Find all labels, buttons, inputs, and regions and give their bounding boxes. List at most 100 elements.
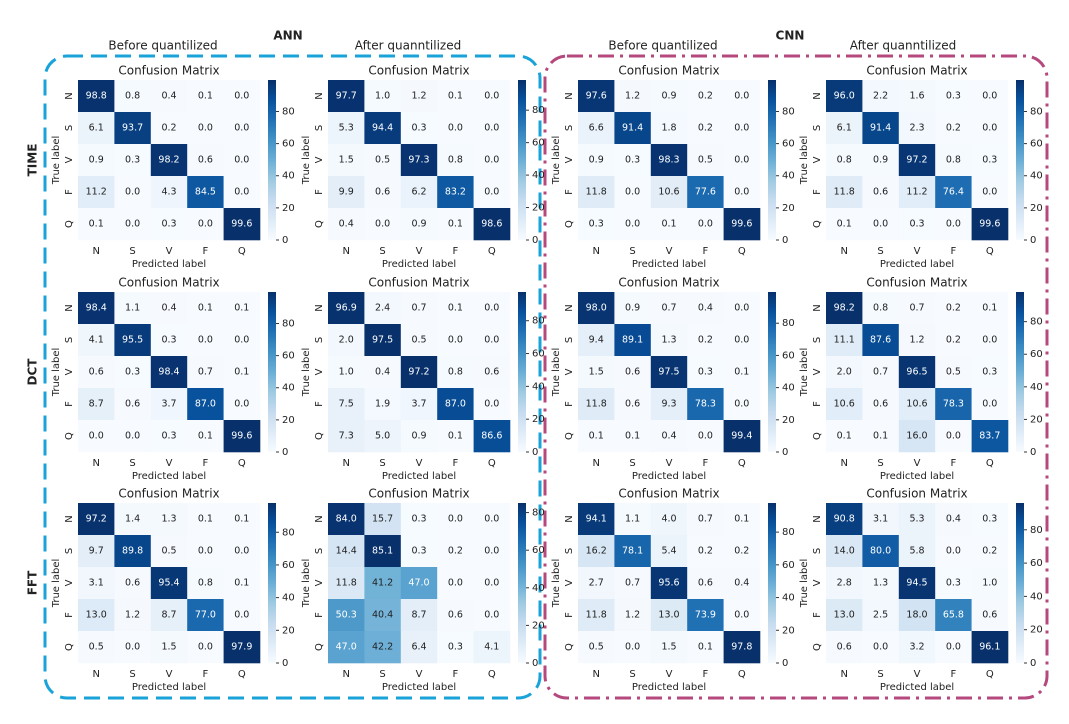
colorbar-tick-label: 20: [1030, 414, 1043, 425]
cell-label: 95.6: [658, 578, 679, 589]
y-tick-label: F: [564, 189, 575, 195]
cell-label: 0.1: [89, 219, 104, 230]
cell-label: 2.2: [873, 91, 888, 102]
y-tick-label: N: [812, 304, 823, 311]
cell-label: 0.0: [234, 123, 249, 134]
colorbar-tick-label: 0: [532, 658, 538, 669]
heatmap-cell: [862, 208, 900, 241]
cell-label: 83.7: [979, 431, 1000, 442]
y-tick-label: N: [314, 515, 325, 522]
cell-label: 1.3: [161, 514, 176, 525]
x-tick-label: F: [951, 246, 957, 257]
heatmap-cell: [473, 112, 511, 145]
x-tick-label: N: [92, 669, 99, 680]
heatmap-cell: [971, 324, 1009, 357]
heatmap-cell: [971, 420, 1009, 453]
x-axis-label: Predicted label: [132, 682, 206, 693]
colorbar-tick-label: 60: [782, 350, 795, 361]
heatmap-cell: [723, 567, 761, 600]
heatmap-cell: [898, 567, 936, 600]
colorbar-tick-label: 0: [782, 235, 788, 246]
cell-label: 9.7: [89, 546, 104, 557]
cell-label: 0.0: [982, 91, 997, 102]
cell-label: 0.0: [125, 642, 140, 653]
cell-label: 4.3: [161, 187, 176, 198]
cell-label: 91.4: [622, 123, 643, 134]
heatmap-cell: [114, 80, 152, 113]
cell-label: 0.5: [89, 642, 104, 653]
colorbar: [1016, 80, 1024, 240]
cell-label: 0.0: [734, 91, 749, 102]
heatmap-cell: [898, 599, 936, 632]
colorbar: [1016, 292, 1024, 452]
heatmap-cell: [687, 388, 724, 421]
chart-title: Confusion Matrix: [368, 487, 469, 501]
heatmap-cell: [826, 144, 863, 177]
heatmap-cell: [150, 208, 188, 241]
cell-label: 84.5: [195, 187, 216, 198]
cell-label: 42.2: [372, 642, 393, 653]
x-tick-label: F: [703, 669, 709, 680]
cell-label: 0.3: [909, 219, 924, 230]
cell-label: 1.0: [375, 91, 390, 102]
cell-label: 89.1: [622, 335, 643, 346]
heatmap-cell: [437, 112, 474, 145]
x-tick-label: V: [914, 669, 921, 680]
chart-title: Confusion Matrix: [118, 487, 219, 501]
cell-label: 0.0: [234, 610, 249, 621]
colorbar-tick-label: 80: [532, 105, 545, 116]
heatmap-cell: [862, 567, 900, 600]
cell-label: 0.0: [873, 642, 888, 653]
y-tick-label: S: [564, 337, 575, 343]
heatmap-cell: [78, 144, 115, 177]
heatmap-cell: [223, 112, 261, 145]
heatmap-cell: [473, 144, 511, 177]
heatmap-cell: [437, 208, 474, 241]
x-tick-label: N: [342, 458, 349, 469]
x-axis-label: Predicted label: [632, 682, 706, 693]
cell-label: 0.0: [198, 335, 213, 346]
cell-label: 0.6: [198, 155, 213, 166]
cell-label: 16.2: [586, 546, 607, 557]
heatmap-cell: [114, 356, 152, 389]
colorbar-tick-label: 40: [282, 171, 295, 182]
heatmap-cell: [473, 356, 511, 389]
y-tick-label: F: [812, 612, 823, 618]
cell-label: 0.1: [198, 431, 213, 442]
y-tick-label: V: [812, 156, 823, 163]
y-tick-label: N: [64, 304, 75, 311]
cell-label: 13.0: [86, 610, 107, 621]
cell-label: 0.9: [589, 155, 604, 166]
heatmap-cell: [187, 631, 224, 664]
heatmap-cell: [614, 599, 652, 632]
heatmap-cell: [114, 176, 152, 209]
heatmap-cell: [935, 208, 972, 241]
cell-label: 0.1: [837, 431, 852, 442]
cell-label: 0.2: [982, 546, 997, 557]
heatmap-cell: [150, 503, 188, 536]
heatmap-cell: [223, 420, 261, 453]
heatmap-cell: [400, 176, 438, 209]
heatmap-cell: [862, 80, 900, 113]
cell-label: 0.0: [234, 91, 249, 102]
heatmap-cell: [650, 176, 688, 209]
cell-label: 1.1: [625, 514, 640, 525]
cell-label: 47.0: [408, 578, 429, 589]
y-tick-label: V: [812, 368, 823, 375]
heatmap-cell: [78, 420, 115, 453]
heatmap-cell: [78, 292, 115, 325]
cell-label: 8.7: [161, 610, 176, 621]
x-tick-label: V: [666, 458, 673, 469]
y-tick-label: Q: [64, 643, 75, 651]
cell-label: 0.0: [873, 219, 888, 230]
heatmap-cell: [687, 112, 724, 145]
cell-label: 10.6: [834, 399, 855, 410]
heatmap-cell: [437, 420, 474, 453]
y-tick-label: F: [314, 189, 325, 195]
cell-label: 1.6: [909, 91, 924, 102]
cell-label: 1.2: [909, 335, 924, 346]
heatmap-cell: [400, 80, 438, 113]
group-label: ANN: [273, 29, 302, 43]
heatmap-cell: [935, 112, 972, 145]
heatmap-cell: [473, 599, 511, 632]
